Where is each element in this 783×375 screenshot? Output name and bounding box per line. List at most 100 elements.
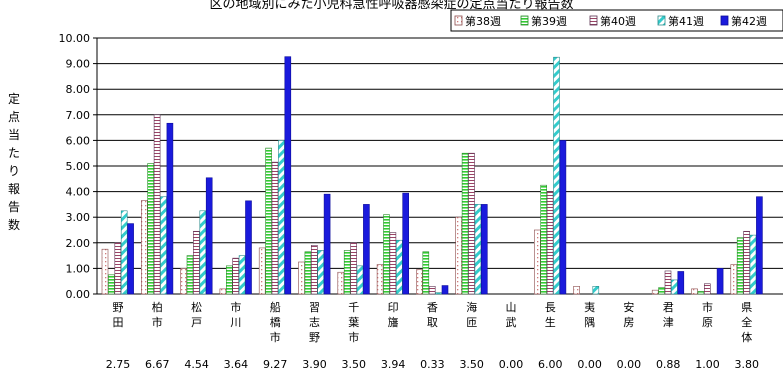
bar bbox=[181, 268, 187, 294]
bottom-value-label: 3.80 bbox=[735, 358, 760, 371]
bottom-value-label: 3.50 bbox=[342, 358, 367, 371]
bar bbox=[665, 271, 671, 294]
bar bbox=[534, 230, 540, 294]
x-tick-label: 香 bbox=[427, 301, 438, 314]
bar bbox=[351, 243, 357, 294]
bottom-value-label: 0.00 bbox=[499, 358, 524, 371]
x-tick-label: 市 bbox=[230, 300, 241, 314]
bar bbox=[475, 204, 481, 294]
bar bbox=[193, 231, 199, 294]
bar bbox=[593, 286, 599, 294]
bar bbox=[226, 266, 232, 294]
bar bbox=[436, 293, 442, 294]
x-tick-label: 野 bbox=[113, 301, 124, 314]
x-tick-label: 県 bbox=[741, 301, 752, 314]
bar bbox=[338, 272, 344, 294]
bar bbox=[259, 248, 265, 294]
bar bbox=[456, 217, 462, 294]
bottom-value-label: 9.27 bbox=[263, 358, 288, 371]
bar bbox=[318, 250, 324, 294]
bar bbox=[429, 286, 435, 294]
x-tick-label: 市 bbox=[702, 300, 713, 314]
bar bbox=[744, 231, 750, 294]
bar bbox=[266, 148, 272, 294]
bar bbox=[278, 140, 284, 294]
x-tick-label: 原 bbox=[702, 316, 713, 329]
bar bbox=[560, 140, 566, 294]
bottom-value-label: 4.54 bbox=[184, 358, 209, 371]
bar bbox=[678, 271, 684, 294]
bar bbox=[108, 275, 114, 294]
x-tick-label: 隅 bbox=[584, 316, 595, 329]
bar bbox=[541, 185, 547, 294]
bar bbox=[692, 289, 698, 294]
bar bbox=[121, 211, 127, 294]
bar bbox=[403, 193, 409, 294]
x-tick-label: 武 bbox=[506, 316, 517, 329]
bar bbox=[481, 204, 487, 294]
y-axis-title-char: た bbox=[8, 146, 20, 160]
x-tick-label: 生 bbox=[545, 315, 556, 329]
bar bbox=[272, 162, 278, 294]
x-tick-label: 市 bbox=[348, 330, 359, 344]
legend-label: 第38週 bbox=[465, 14, 501, 28]
bar bbox=[717, 268, 723, 294]
bar bbox=[574, 286, 580, 294]
y-tick-label: 5.00 bbox=[66, 160, 91, 173]
x-tick-label: 夷 bbox=[584, 301, 595, 314]
y-tick-label: 10.00 bbox=[59, 32, 91, 45]
x-tick-label: 千 bbox=[348, 301, 359, 314]
bar bbox=[115, 243, 121, 294]
y-tick-label: 3.00 bbox=[66, 211, 91, 224]
legend: 第38週第39週第40週第41週第42週 bbox=[451, 10, 783, 31]
x-tick-label: 山 bbox=[506, 301, 517, 314]
legend-swatch bbox=[455, 16, 462, 25]
y-axis-title-char: 定 bbox=[8, 91, 20, 106]
x-tick-label: 柏 bbox=[152, 300, 163, 314]
x-tick-label: 田 bbox=[113, 316, 124, 329]
y-axis-title-char: 数 bbox=[8, 217, 20, 232]
bar bbox=[324, 194, 330, 294]
bottom-value-label: 0.00 bbox=[617, 358, 642, 371]
y-axis-title-char: 当 bbox=[8, 128, 20, 142]
bar bbox=[233, 258, 239, 294]
x-tick-label: 松 bbox=[191, 300, 202, 314]
y-tick-label: 2.00 bbox=[66, 237, 91, 250]
x-tick-label: 全 bbox=[741, 315, 752, 329]
x-tick-label: 橋 bbox=[270, 315, 281, 329]
bar bbox=[187, 256, 193, 294]
bar bbox=[102, 249, 108, 294]
bottom-value-label: 1.00 bbox=[695, 358, 720, 371]
bar bbox=[200, 211, 206, 294]
bottom-value-label: 6.00 bbox=[538, 358, 563, 371]
bottom-value-label: 3.94 bbox=[381, 358, 406, 371]
bottom-value-label: 2.75 bbox=[106, 358, 131, 371]
y-axis-title-char: り bbox=[8, 164, 20, 178]
bar bbox=[128, 224, 134, 294]
x-tick-label: 志 bbox=[309, 316, 320, 329]
legend-swatch bbox=[658, 16, 665, 25]
bottom-value-label: 0.00 bbox=[577, 358, 602, 371]
bar bbox=[652, 290, 658, 294]
x-tick-label: 津 bbox=[663, 316, 674, 329]
bar bbox=[384, 215, 390, 294]
legend-swatch bbox=[590, 16, 597, 25]
x-tick-label: 安 bbox=[623, 300, 634, 314]
x-tick-label: 長 bbox=[545, 301, 556, 314]
bar bbox=[285, 57, 291, 294]
bottom-value-label: 0.33 bbox=[420, 358, 445, 371]
y-tick-label: 0.00 bbox=[66, 288, 91, 301]
bar bbox=[704, 284, 710, 294]
x-tick-label: 取 bbox=[427, 316, 438, 329]
bar bbox=[357, 266, 363, 294]
bar bbox=[750, 235, 756, 294]
legend-swatch bbox=[721, 16, 728, 25]
x-tick-label: 旛 bbox=[388, 315, 399, 329]
bottom-value-label: 3.50 bbox=[459, 358, 484, 371]
bar bbox=[554, 57, 560, 294]
bar bbox=[377, 265, 383, 294]
bar bbox=[363, 204, 369, 294]
